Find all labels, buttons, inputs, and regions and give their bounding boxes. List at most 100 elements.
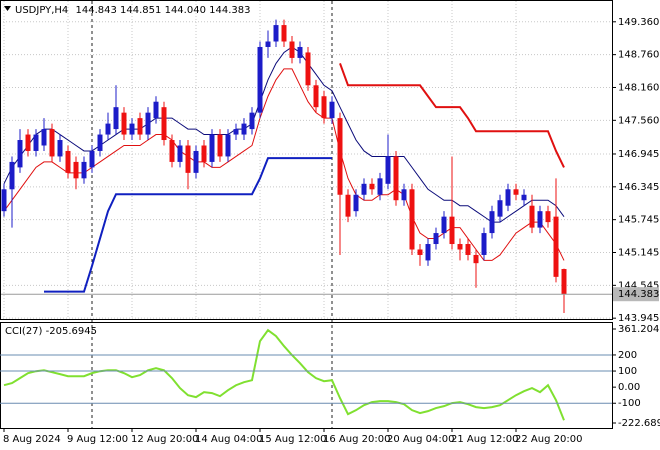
close-text: 144.383 xyxy=(209,5,250,16)
candle-body xyxy=(353,194,359,212)
open-text: 144.843 xyxy=(75,5,116,16)
bid-label: 144.383 xyxy=(618,289,659,300)
candle-body xyxy=(489,211,495,234)
x-tick-label: 20 Aug 04:00 xyxy=(387,434,454,445)
candle-body xyxy=(113,107,119,130)
candle-body xyxy=(401,189,407,201)
candle-body xyxy=(481,233,487,255)
candle-body xyxy=(129,123,135,135)
candle-body xyxy=(241,123,247,135)
candle-body xyxy=(553,216,559,277)
candle-body xyxy=(297,46,303,58)
indicator-line xyxy=(44,157,332,293)
y-tick-label: 149.360 xyxy=(618,17,659,28)
y-tick-label: 146.945 xyxy=(618,149,659,160)
cci-name: CCI(27) xyxy=(5,326,43,337)
candle-body xyxy=(233,129,239,135)
cci-pane-border xyxy=(0,322,613,429)
candle-body xyxy=(329,101,335,119)
candle-body xyxy=(273,25,279,42)
candle-body xyxy=(537,211,543,228)
candle-body xyxy=(41,129,47,146)
indicator-line xyxy=(339,63,565,168)
candle-body xyxy=(225,134,231,157)
y-tick-label: -100 xyxy=(618,398,641,409)
candle-body xyxy=(521,194,527,201)
candle-body xyxy=(1,189,7,212)
x-tick-label: 16 Aug 20:00 xyxy=(323,434,390,445)
candle-body xyxy=(137,118,143,135)
candle-body xyxy=(33,134,39,151)
candle-body xyxy=(361,183,367,195)
candle-body xyxy=(121,112,127,135)
candle-body xyxy=(369,183,375,190)
candle-body xyxy=(185,145,191,173)
main-pane-border xyxy=(0,0,613,320)
cci-last: -205.6945 xyxy=(46,326,97,337)
candle-body xyxy=(449,216,455,245)
candle-body xyxy=(465,244,471,255)
candle-body xyxy=(289,41,295,58)
y-tick-label: 200 xyxy=(618,350,637,361)
candle-body xyxy=(25,134,31,151)
y-tick-label: 100 xyxy=(618,366,637,377)
x-tick-label: 9 Aug 12:00 xyxy=(67,434,128,445)
candle-body xyxy=(265,41,271,47)
high-text: 144.851 xyxy=(120,5,161,16)
candle-body xyxy=(145,112,151,135)
candle-body xyxy=(321,96,327,119)
candle-body xyxy=(49,129,55,157)
symbol: USDJPY,H4 xyxy=(15,5,68,16)
indicator-line xyxy=(3,68,565,261)
y-tick-label: 143.945 xyxy=(618,313,659,324)
indicator-line xyxy=(3,46,565,223)
cci-title: CCI(27) -205.6945 xyxy=(5,326,97,337)
candle-body xyxy=(17,140,23,168)
candle-body xyxy=(73,161,79,179)
x-tick-label: 21 Aug 12:00 xyxy=(451,434,518,445)
plot xyxy=(0,19,612,421)
candle-body xyxy=(281,25,287,42)
candle-body xyxy=(393,156,399,201)
x-tick-label: 8 Aug 2024 xyxy=(3,434,61,445)
candle-body xyxy=(505,189,511,206)
candle-body xyxy=(433,233,439,245)
candle-body xyxy=(153,101,159,119)
candle-body xyxy=(417,249,423,255)
candle-body xyxy=(105,123,111,135)
candle-body xyxy=(305,52,311,86)
y-tick-label: 145.745 xyxy=(618,215,659,226)
low-text: 144.040 xyxy=(165,5,206,16)
candle-body xyxy=(377,178,383,195)
y-tick-label: 146.345 xyxy=(618,182,659,193)
cci-line xyxy=(3,328,565,421)
header: USDJPY,H4 144.843 144.851 144.040 144.38… xyxy=(4,5,250,16)
candle-body xyxy=(513,189,519,195)
candle-body xyxy=(161,107,167,141)
candle-body xyxy=(257,46,263,113)
candle-body xyxy=(441,216,447,234)
candle-body xyxy=(457,244,463,250)
candle-body xyxy=(473,254,479,264)
y-tick-label: 144.545 xyxy=(618,280,659,291)
header-text: USDJPY,H4 144.843 144.851 144.040 144.38… xyxy=(15,5,250,16)
candle-body xyxy=(545,211,551,223)
candle-body xyxy=(9,161,15,190)
candle-body xyxy=(385,156,391,184)
candle-body xyxy=(497,200,503,217)
candle-body xyxy=(193,150,199,173)
candle-body xyxy=(209,134,215,162)
x-tick-label: 14 Aug 04:00 xyxy=(195,434,262,445)
y-tick-label: 0.00 xyxy=(618,382,640,393)
candle-body xyxy=(249,112,255,130)
y-tick-label: 361.2046 xyxy=(618,324,660,335)
bid-label-box xyxy=(613,287,659,302)
candle-body xyxy=(89,150,95,168)
x-tick-label: 22 Aug 20:00 xyxy=(515,434,582,445)
candle-body xyxy=(409,189,415,250)
candle-body xyxy=(313,85,319,108)
candle-body xyxy=(97,134,103,151)
candle-body xyxy=(65,150,71,173)
